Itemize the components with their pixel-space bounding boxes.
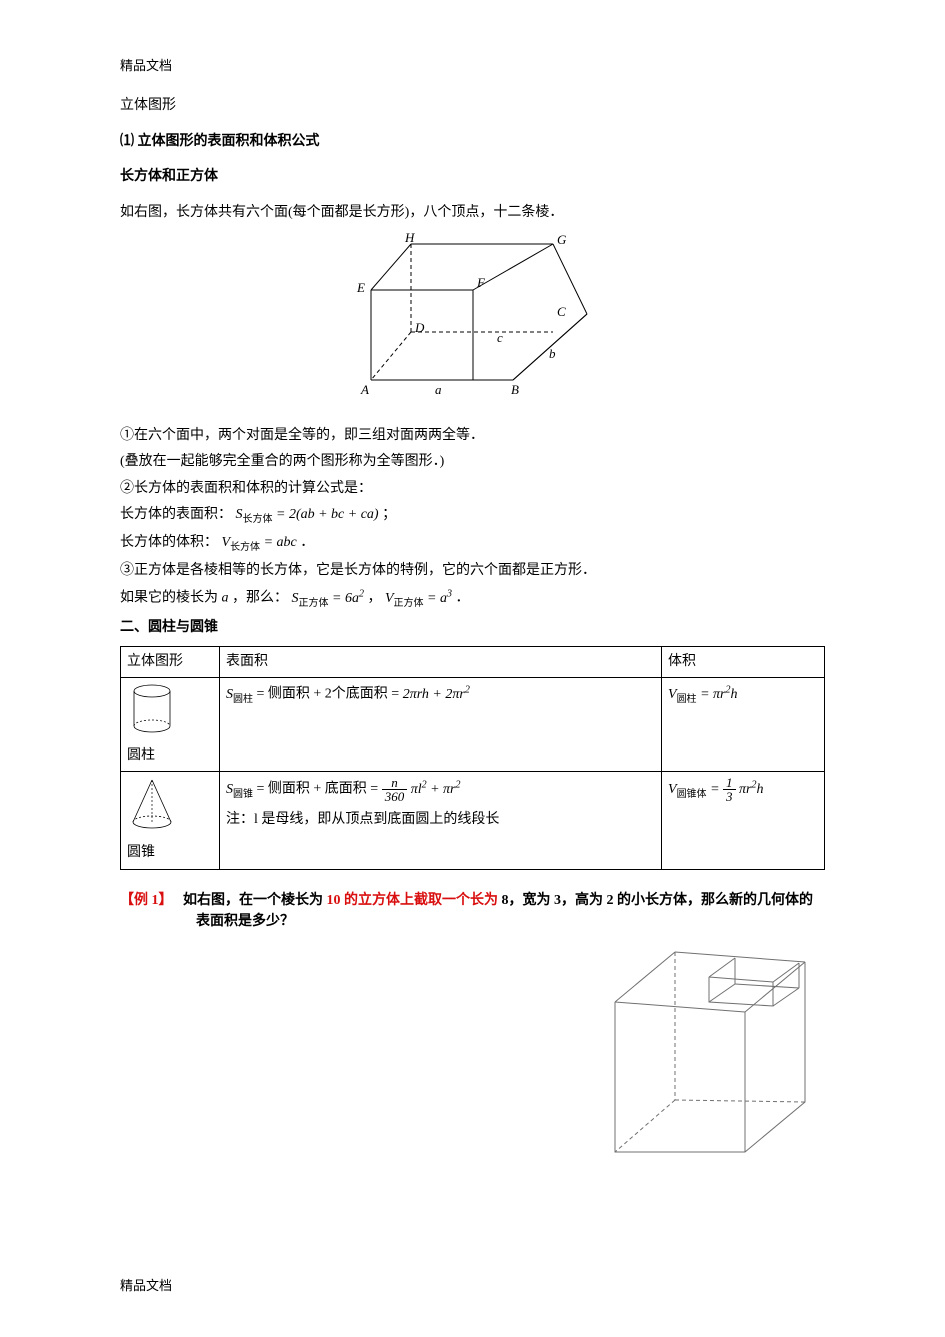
cone-volume: V圆锥体 = 13 πr2h [662,771,825,869]
section-2-heading: 长方体和正方体 [120,166,825,188]
svg-text:c: c [497,330,503,345]
table-header-volume: 体积 [662,646,825,677]
cut-cube-figure [120,942,825,1170]
svg-text:F: F [476,275,486,290]
svg-text:G: G [557,232,567,247]
svg-text:A: A [360,382,369,397]
point-1b: (叠放在一起能够完全重合的两个图形称为全等图形．) [120,451,825,473]
example-1: 【例 1】 如右图，在一个棱长为 10 的立方体上截取一个长为 8，宽为 3，高… [120,890,825,932]
svg-text:B: B [511,382,519,397]
cylinder-icon [127,682,177,736]
example-label: 【例 1】 [120,893,173,908]
cylinder-label: 圆柱 [127,748,155,763]
example-body-b: 的立方体上截取一个长为 [344,893,498,908]
svg-text:H: H [404,232,415,245]
table-header-surface: 表面积 [220,646,662,677]
cube-prefix: 如果它的棱长为 [120,591,218,606]
cylinder-cell: 圆柱 [121,678,220,772]
table-header-shape: 立体图形 [121,646,220,677]
cube-formula-line: 如果它的棱长为 a ，那么： S正方体 = 6a2 ， V正方体 = a3 ． [120,586,825,611]
point-2: ②长方体的表面积和体积的计算公式是： [120,478,825,500]
svg-text:D: D [414,320,425,335]
cyl-surf-text: = 侧面积 + 2个底面积 = [253,687,403,702]
svg-text:C: C [557,304,566,319]
cuboid-figure: H G E F D C A B a b c [120,232,825,410]
cylinder-volume: V圆柱 = πr2h [662,678,825,772]
cube-mid: ，那么： [232,591,288,606]
cone-label: 圆锥 [127,845,155,860]
cone-icon [127,776,177,834]
surface-area-label: 长方体的表面积： [120,507,232,522]
svg-text:a: a [435,382,442,397]
cone-cell: 圆锥 [121,771,220,869]
svg-text:b: b [549,346,556,361]
section-3-heading: 二、圆柱与圆锥 [120,617,825,639]
cone-surface: S圆锥 = 侧面积 + 底面积 = n360 πl2 + πr2 注：l 是母线… [220,771,662,869]
example-body-a: 如右图，在一个棱长为 [183,893,323,908]
cone-note: 注：l 是母线，即从顶点到底面圆上的线段长 [226,809,655,831]
cone-surf-text: = 侧面积 + 底面积 = [253,782,382,797]
point-1: ①在六个面中，两个对面是全等的，即三组对面两两全等． [120,425,825,447]
shapes-table: 立体图形 表面积 体积 圆柱 S圆柱 = 侧面积 + 2个底面积 = 2πrh … [120,646,825,870]
point-3: ③正方体是各棱相等的长方体，它是长方体的特例，它的六个面都是正方形． [120,560,825,582]
page-title: 立体图形 [120,95,825,117]
surface-area-formula: 长方体的表面积： S长方体 = 2(ab + bc + ca) ； [120,504,825,528]
header-text: 精品文档 [120,56,825,77]
cuboid-intro: 如右图，长方体共有六个面(每个面都是长方形)，八个顶点，十二条棱． [120,202,825,224]
volume-formula: 长方体的体积： V长方体 = abc ． [120,532,825,556]
cylinder-surface: S圆柱 = 侧面积 + 2个底面积 = 2πrh + 2πr2 [220,678,662,772]
section-1-heading: ⑴ 立体图形的表面积和体积公式 [120,131,825,153]
volume-label: 长方体的体积： [120,535,218,550]
footer-text: 精品文档 [120,1276,172,1297]
svg-text:E: E [356,280,365,295]
